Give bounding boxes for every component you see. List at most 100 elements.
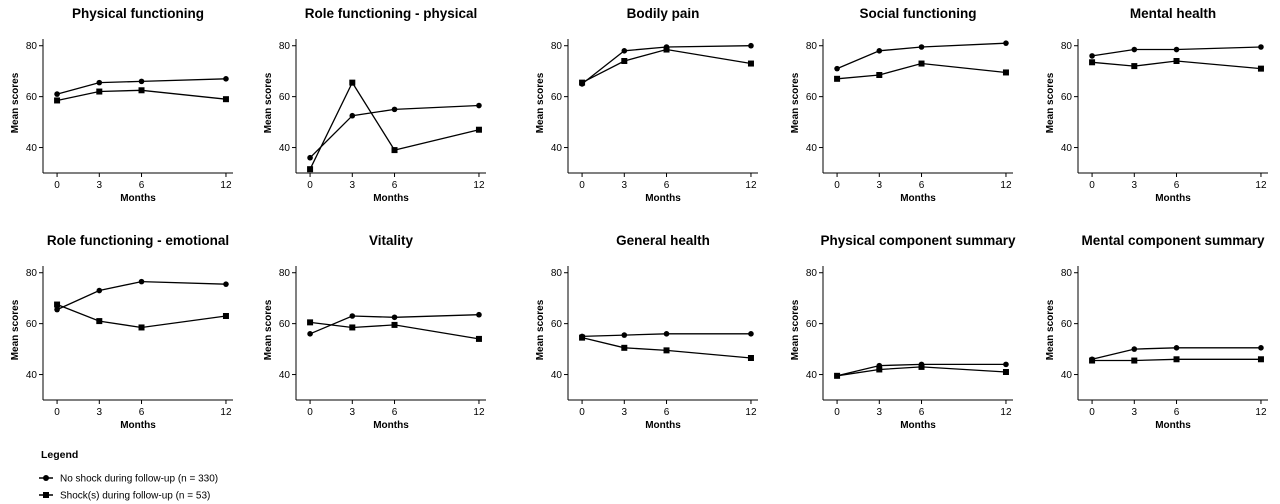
series-line <box>309 81 480 170</box>
x-tick-label: 12 <box>220 407 232 418</box>
x-axis-label: Months <box>373 420 409 431</box>
data-point-square <box>222 313 229 319</box>
series-line <box>837 62 1007 80</box>
data-point-circle <box>621 48 628 54</box>
y-tick-label: 80 <box>806 268 818 279</box>
y-axis-label: Mean scores <box>535 299 546 360</box>
data-point-circle <box>1258 44 1264 50</box>
data-point-circle <box>307 331 313 337</box>
series-line <box>581 48 752 84</box>
series-line <box>836 42 1007 70</box>
y-tick-label: 60 <box>26 319 38 330</box>
x-tick-label: 0 <box>54 407 60 418</box>
chart-title: Vitality <box>369 233 414 248</box>
y-tick-label: 80 <box>279 268 291 279</box>
chart-panel: Mental component summary 40 60 80 0 3 6 12 Month… <box>1045 233 1268 431</box>
y-tick-label: 80 <box>551 268 563 279</box>
x-tick-label: 12 <box>1000 407 1012 418</box>
x-tick-label: 3 <box>1132 407 1138 418</box>
x-tick-label: 6 <box>664 407 670 418</box>
data-point-circle <box>391 314 398 321</box>
x-tick-label: 6 <box>919 180 925 191</box>
data-point-square <box>138 87 145 94</box>
x-tick-label: 3 <box>97 180 103 191</box>
legend-title: Legend <box>41 449 78 461</box>
data-point-square <box>307 319 314 326</box>
data-point-circle <box>1089 53 1095 59</box>
series-line <box>56 303 227 329</box>
x-tick-label: 6 <box>664 180 670 191</box>
y-axis-label: Mean scores <box>1045 299 1056 360</box>
chart-panel: Role functioning - emotional 40 60 80 0 3 6 12 M… <box>10 233 233 431</box>
x-axis-label: Months <box>645 193 681 204</box>
y-tick-label: 40 <box>26 370 38 381</box>
series-line <box>582 333 751 338</box>
y-tick-label: 40 <box>26 143 38 154</box>
x-tick-label: 0 <box>1089 180 1095 191</box>
data-point-square <box>663 347 670 354</box>
data-point-square <box>579 79 586 86</box>
legend-circle-marker-icon <box>43 475 49 481</box>
data-point-circle <box>1003 361 1009 368</box>
data-point-square <box>54 97 61 104</box>
x-tick-label: 12 <box>745 407 757 418</box>
data-point-square <box>96 318 103 325</box>
data-point-square <box>1002 69 1009 76</box>
data-point-square <box>1089 59 1096 66</box>
y-tick-label: 60 <box>26 92 38 103</box>
chart-title: Role functioning - physical <box>305 6 478 21</box>
y-tick-label: 40 <box>279 370 291 381</box>
chart-title: Physical component summary <box>820 233 1016 248</box>
y-axis-label: Mean scores <box>263 299 274 360</box>
legend-entry-no-shock: No shock during follow-up (n = 330) <box>39 474 218 485</box>
data-point-square <box>1131 63 1138 70</box>
y-tick-label: 40 <box>551 143 563 154</box>
legend-label-shock: Shock(s) during follow-up (n = 53) <box>60 491 210 502</box>
legend-entry-shock: Shock(s) during follow-up (n = 53) <box>39 491 210 502</box>
data-point-circle <box>748 42 754 49</box>
y-tick-label: 60 <box>551 92 563 103</box>
x-tick-label: 3 <box>350 407 356 418</box>
x-axis-label: Months <box>120 420 156 431</box>
data-point-circle <box>876 48 883 54</box>
x-tick-label: 0 <box>834 407 840 418</box>
data-point-square <box>349 79 356 86</box>
data-point-square <box>918 60 925 67</box>
data-point-square <box>747 60 754 67</box>
x-axis-label: Months <box>120 193 156 204</box>
data-point-square <box>747 355 754 361</box>
data-point-circle <box>96 79 103 86</box>
chart-panel: Physical component summary 40 60 80 0 3 6 12 Mon… <box>790 233 1016 431</box>
data-point-circle <box>476 311 482 318</box>
y-tick-label: 80 <box>1061 41 1073 52</box>
data-point-circle <box>1131 46 1138 53</box>
data-point-square <box>834 75 841 82</box>
data-point-square <box>834 372 841 379</box>
y-axis-label: Mean scores <box>10 299 21 360</box>
y-tick-label: 80 <box>806 41 818 52</box>
data-point-square <box>475 335 482 342</box>
data-point-square <box>1257 65 1264 72</box>
data-point-square <box>54 301 61 308</box>
data-point-circle <box>54 306 60 313</box>
x-tick-label: 0 <box>1089 407 1095 418</box>
data-point-circle <box>223 76 229 82</box>
x-tick-label: 6 <box>139 180 145 191</box>
y-tick-label: 40 <box>806 143 818 154</box>
x-tick-label: 3 <box>350 180 356 191</box>
x-tick-label: 3 <box>622 180 628 191</box>
data-point-square <box>391 147 398 154</box>
series-line <box>581 336 752 359</box>
y-tick-label: 60 <box>551 319 563 330</box>
data-point-square <box>349 324 356 331</box>
data-point-square <box>621 344 628 351</box>
y-tick-label: 80 <box>279 41 291 52</box>
data-point-square <box>138 324 145 331</box>
data-point-circle <box>54 91 60 97</box>
data-point-circle <box>349 112 356 119</box>
y-tick-label: 60 <box>1061 319 1073 330</box>
chart-panel: Vitality 40 60 80 0 3 6 12 Months Mean scores <box>263 233 486 431</box>
series-line <box>1092 46 1262 57</box>
